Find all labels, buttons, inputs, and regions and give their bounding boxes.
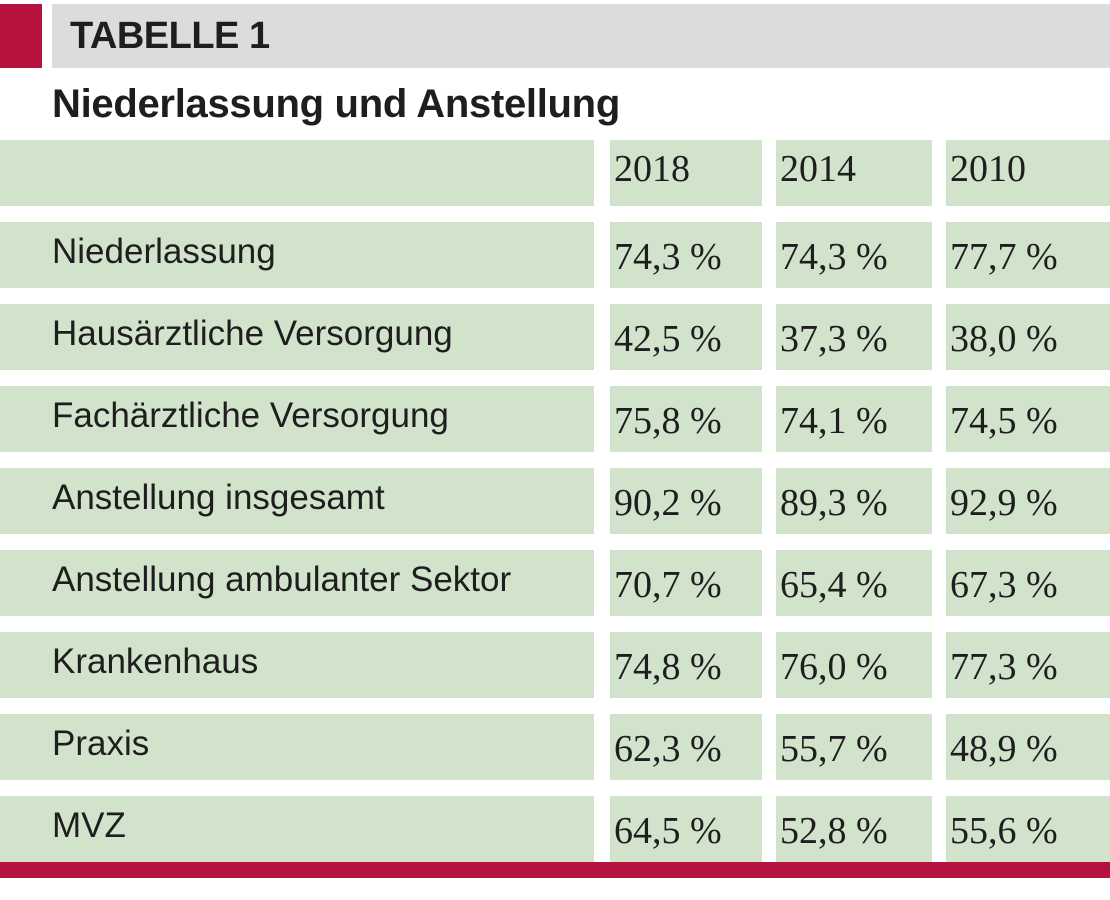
value-text: 62,3 % [614,728,722,770]
header-cell-empty [0,140,594,206]
row-label: Krankenhaus [52,642,259,681]
table-header-bar: TABELLE 1 [0,4,1110,68]
value-cell: 74,3 % [776,222,932,288]
row-label-cell: Krankenhaus [0,632,594,698]
value-text: 55,6 % [950,810,1058,852]
row-label-cell: MVZ [0,796,594,862]
table-header-row: 2018 2014 2010 [0,140,1110,206]
header-gray-band [52,4,1110,68]
value-text: 38,0 % [950,318,1058,360]
table-row: Hausärztliche Versorgung 42,5 % 37,3 % 3… [0,304,1110,370]
table-row: Anstellung insgesamt 90,2 % 89,3 % 92,9 … [0,468,1110,534]
value-text: 42,5 % [614,318,722,360]
row-label: Anstellung ambulanter Sektor [52,560,512,599]
value-cell: 64,5 % [610,796,762,862]
value-cell: 67,3 % [946,550,1110,616]
value-text: 77,3 % [950,646,1058,688]
value-cell: 52,8 % [776,796,932,862]
value-cell: 48,9 % [946,714,1110,780]
value-text: 89,3 % [780,482,888,524]
row-label: Hausärztliche Versorgung [52,314,453,353]
row-label: MVZ [52,806,126,845]
value-text: 74,5 % [950,400,1058,442]
column-header-label: 2018 [614,148,690,190]
value-text: 77,7 % [950,236,1058,278]
value-cell: 89,3 % [776,468,932,534]
value-cell: 77,3 % [946,632,1110,698]
column-header-label: 2014 [780,148,856,190]
value-text: 74,8 % [614,646,722,688]
value-text: 74,1 % [780,400,888,442]
value-text: 67,3 % [950,564,1058,606]
value-cell: 74,5 % [946,386,1110,452]
row-label-cell: Fachärztliche Versorgung [0,386,594,452]
value-cell: 70,7 % [610,550,762,616]
value-cell: 77,7 % [946,222,1110,288]
value-cell: 76,0 % [776,632,932,698]
value-text: 55,7 % [780,728,888,770]
column-header: 2018 [610,140,762,206]
row-label-cell: Niederlassung [0,222,594,288]
value-cell: 55,7 % [776,714,932,780]
value-cell: 65,4 % [776,550,932,616]
row-label-cell: Hausärztliche Versorgung [0,304,594,370]
value-text: 37,3 % [780,318,888,360]
value-text: 52,8 % [780,810,888,852]
value-text: 75,8 % [614,400,722,442]
value-text: 64,5 % [614,810,722,852]
bottom-rule [0,862,1110,878]
column-header-label: 2010 [950,148,1026,190]
value-cell: 42,5 % [610,304,762,370]
table-row: Krankenhaus 74,8 % 76,0 % 77,3 % [0,632,1110,698]
row-label-cell: Anstellung insgesamt [0,468,594,534]
table-title: Niederlassung und Anstellung [52,82,620,126]
column-header: 2010 [946,140,1110,206]
value-cell: 38,0 % [946,304,1110,370]
header-accent-block [0,4,42,68]
row-label: Fachärztliche Versorgung [52,396,449,435]
row-label: Praxis [52,724,150,763]
row-label: Niederlassung [52,232,276,271]
value-text: 70,7 % [614,564,722,606]
table-label: TABELLE 1 [70,15,270,57]
value-cell: 92,9 % [946,468,1110,534]
value-cell: 74,1 % [776,386,932,452]
value-cell: 90,2 % [610,468,762,534]
table-row: Praxis 62,3 % 55,7 % 48,9 % [0,714,1110,780]
value-text: 65,4 % [780,564,888,606]
row-label-cell: Anstellung ambulanter Sektor [0,550,594,616]
value-cell: 74,8 % [610,632,762,698]
value-text: 92,9 % [950,482,1058,524]
value-text: 48,9 % [950,728,1058,770]
value-cell: 37,3 % [776,304,932,370]
value-cell: 62,3 % [610,714,762,780]
value-cell: 75,8 % [610,386,762,452]
value-text: 74,3 % [614,236,722,278]
value-cell: 74,3 % [610,222,762,288]
value-cell: 55,6 % [946,796,1110,862]
table-row: MVZ 64,5 % 52,8 % 55,6 % [0,796,1110,862]
table-row: Anstellung ambulanter Sektor 70,7 % 65,4… [0,550,1110,616]
column-header: 2014 [776,140,932,206]
value-text: 74,3 % [780,236,888,278]
row-label: Anstellung insgesamt [52,478,385,517]
table-row: Fachärztliche Versorgung 75,8 % 74,1 % 7… [0,386,1110,452]
row-label-cell: Praxis [0,714,594,780]
value-text: 76,0 % [780,646,888,688]
value-text: 90,2 % [614,482,722,524]
table-row: Niederlassung 74,3 % 74,3 % 77,7 % [0,222,1110,288]
